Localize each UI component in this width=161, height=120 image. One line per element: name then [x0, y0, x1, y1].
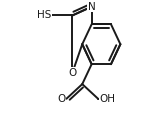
Text: O: O — [68, 68, 76, 78]
Text: N: N — [88, 2, 95, 12]
Text: O: O — [57, 94, 65, 104]
Text: HS: HS — [37, 10, 51, 21]
Text: OH: OH — [99, 94, 115, 104]
